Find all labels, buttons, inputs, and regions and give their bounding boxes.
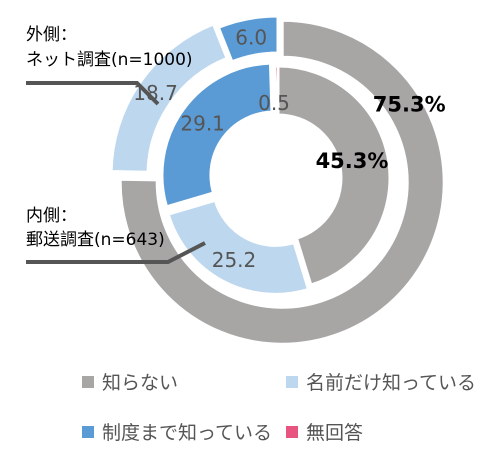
inner-ring-label-name-only: 25.2	[212, 248, 257, 272]
legend-swatch-unaware	[82, 375, 94, 388]
outer-ring-slice-system-aware	[216, 14, 280, 64]
legend-swatch-name-only	[286, 375, 298, 388]
inner-callout-line	[26, 241, 206, 264]
inner-ring-title: 内側：	[26, 206, 77, 226]
legend-item-name-only: 名前だけ知っている	[286, 368, 476, 395]
segment-labels: 75.3%18.76.045.3%25.229.10.5	[133, 26, 445, 272]
legend-item-unaware: 知らない	[82, 368, 178, 395]
inner-ring-slice-no-answer	[272, 64, 280, 117]
rings	[109, 14, 446, 346]
outer-ring-slice-unaware	[118, 18, 446, 346]
outer-callout-line	[26, 81, 160, 106]
outer-ring-slice-name-only	[109, 22, 230, 174]
inner-ring-slice-unaware	[276, 64, 392, 287]
outer-ring-subtitle: ネット調査(n=1000)	[26, 50, 193, 70]
legend-label-unaware: 知らない	[102, 372, 179, 394]
legend-item-no-answer: 無回答	[286, 418, 363, 445]
legend-label-system-aware: 制度まで知っている	[102, 422, 273, 444]
inner-ring-slice-name-only	[166, 198, 311, 296]
legend-swatch-system-aware	[82, 425, 94, 438]
inner-ring-label-unaware: 45.3%	[316, 149, 389, 173]
legend-label-no-answer: 無回答	[306, 422, 364, 444]
inner-ring-label-system-aware: 29.1	[180, 112, 225, 136]
outer-ring-title: 外側：	[26, 25, 77, 45]
legend-label-name-only: 名前だけ知っている	[306, 372, 477, 394]
inner-ring-subtitle: 郵送調査(n=643)	[26, 230, 165, 250]
outer-ring-label-unaware: 75.3%	[373, 92, 446, 116]
outer-ring-label-system-aware: 6.0	[235, 26, 267, 50]
legend-item-system-aware: 制度まで知っている	[82, 418, 272, 445]
inner-ring-label-no-answer: 0.5	[258, 91, 290, 115]
inner-ring-slice-system-aware	[160, 61, 274, 209]
legend-swatch-no-answer	[286, 425, 298, 438]
